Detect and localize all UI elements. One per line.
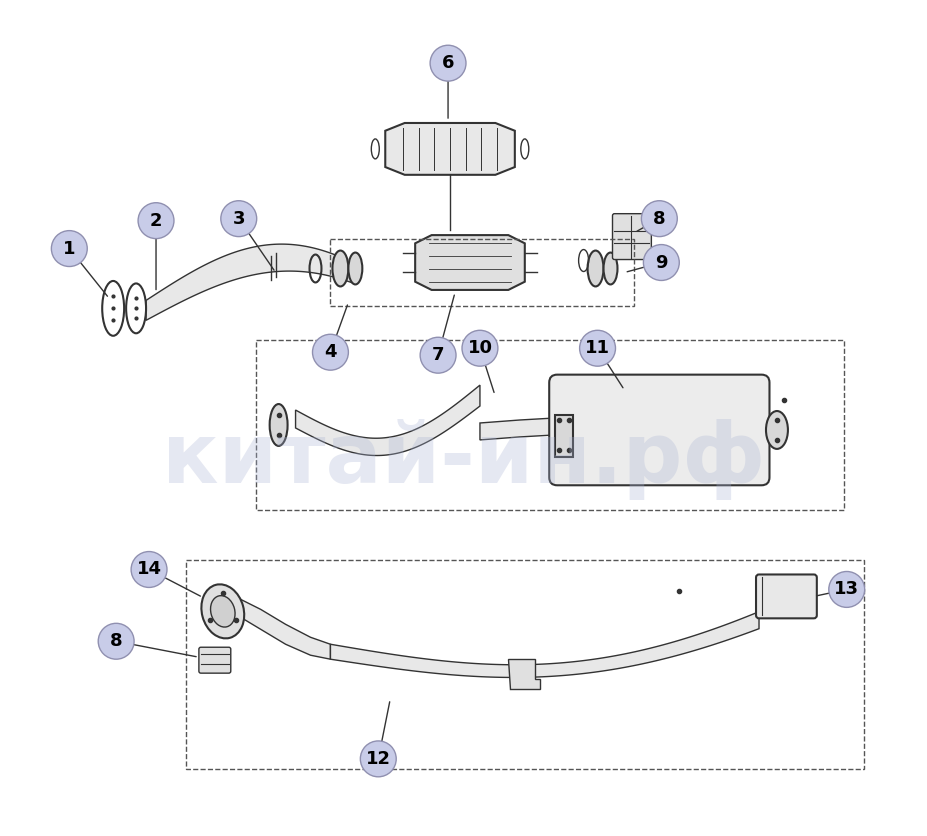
Polygon shape: [414, 235, 525, 290]
Polygon shape: [479, 418, 554, 440]
Polygon shape: [295, 385, 479, 456]
Text: 9: 9: [654, 253, 667, 272]
Circle shape: [131, 552, 167, 588]
Circle shape: [642, 245, 679, 280]
Ellipse shape: [270, 404, 287, 446]
Bar: [554, 415, 572, 456]
Ellipse shape: [210, 595, 235, 627]
Ellipse shape: [603, 252, 616, 284]
Circle shape: [420, 337, 455, 373]
Circle shape: [579, 330, 615, 366]
Polygon shape: [146, 244, 355, 320]
Text: 13: 13: [833, 580, 858, 599]
FancyBboxPatch shape: [549, 375, 768, 485]
Bar: [185, 559, 863, 769]
Text: 1: 1: [63, 240, 75, 257]
Text: 7: 7: [431, 346, 444, 364]
Polygon shape: [240, 599, 330, 660]
Circle shape: [641, 201, 677, 237]
Circle shape: [360, 741, 396, 777]
Bar: [330, 238, 634, 306]
Ellipse shape: [332, 251, 348, 287]
Ellipse shape: [765, 411, 787, 449]
Text: 14: 14: [136, 560, 161, 579]
FancyBboxPatch shape: [756, 574, 816, 619]
Polygon shape: [507, 660, 540, 689]
FancyBboxPatch shape: [198, 647, 231, 673]
Circle shape: [429, 45, 465, 81]
Text: 11: 11: [584, 339, 609, 357]
Polygon shape: [385, 123, 514, 175]
Text: китай-ин.рф: китай-ин.рф: [162, 420, 765, 501]
Text: 6: 6: [441, 54, 454, 72]
Circle shape: [312, 334, 348, 370]
Text: 12: 12: [365, 750, 390, 767]
Bar: [256, 340, 843, 510]
Circle shape: [138, 202, 173, 238]
Text: 3: 3: [233, 210, 245, 227]
Ellipse shape: [348, 252, 362, 284]
Text: 4: 4: [324, 344, 337, 361]
Circle shape: [51, 231, 87, 267]
Circle shape: [98, 624, 134, 660]
Text: 10: 10: [467, 339, 492, 357]
Circle shape: [462, 330, 498, 366]
Text: 8: 8: [109, 632, 122, 650]
Text: 8: 8: [653, 210, 665, 227]
Text: 2: 2: [149, 212, 162, 230]
Ellipse shape: [201, 584, 244, 639]
Polygon shape: [330, 612, 758, 677]
Circle shape: [828, 572, 864, 608]
Ellipse shape: [587, 251, 603, 287]
Circle shape: [221, 201, 257, 237]
FancyBboxPatch shape: [612, 214, 651, 259]
